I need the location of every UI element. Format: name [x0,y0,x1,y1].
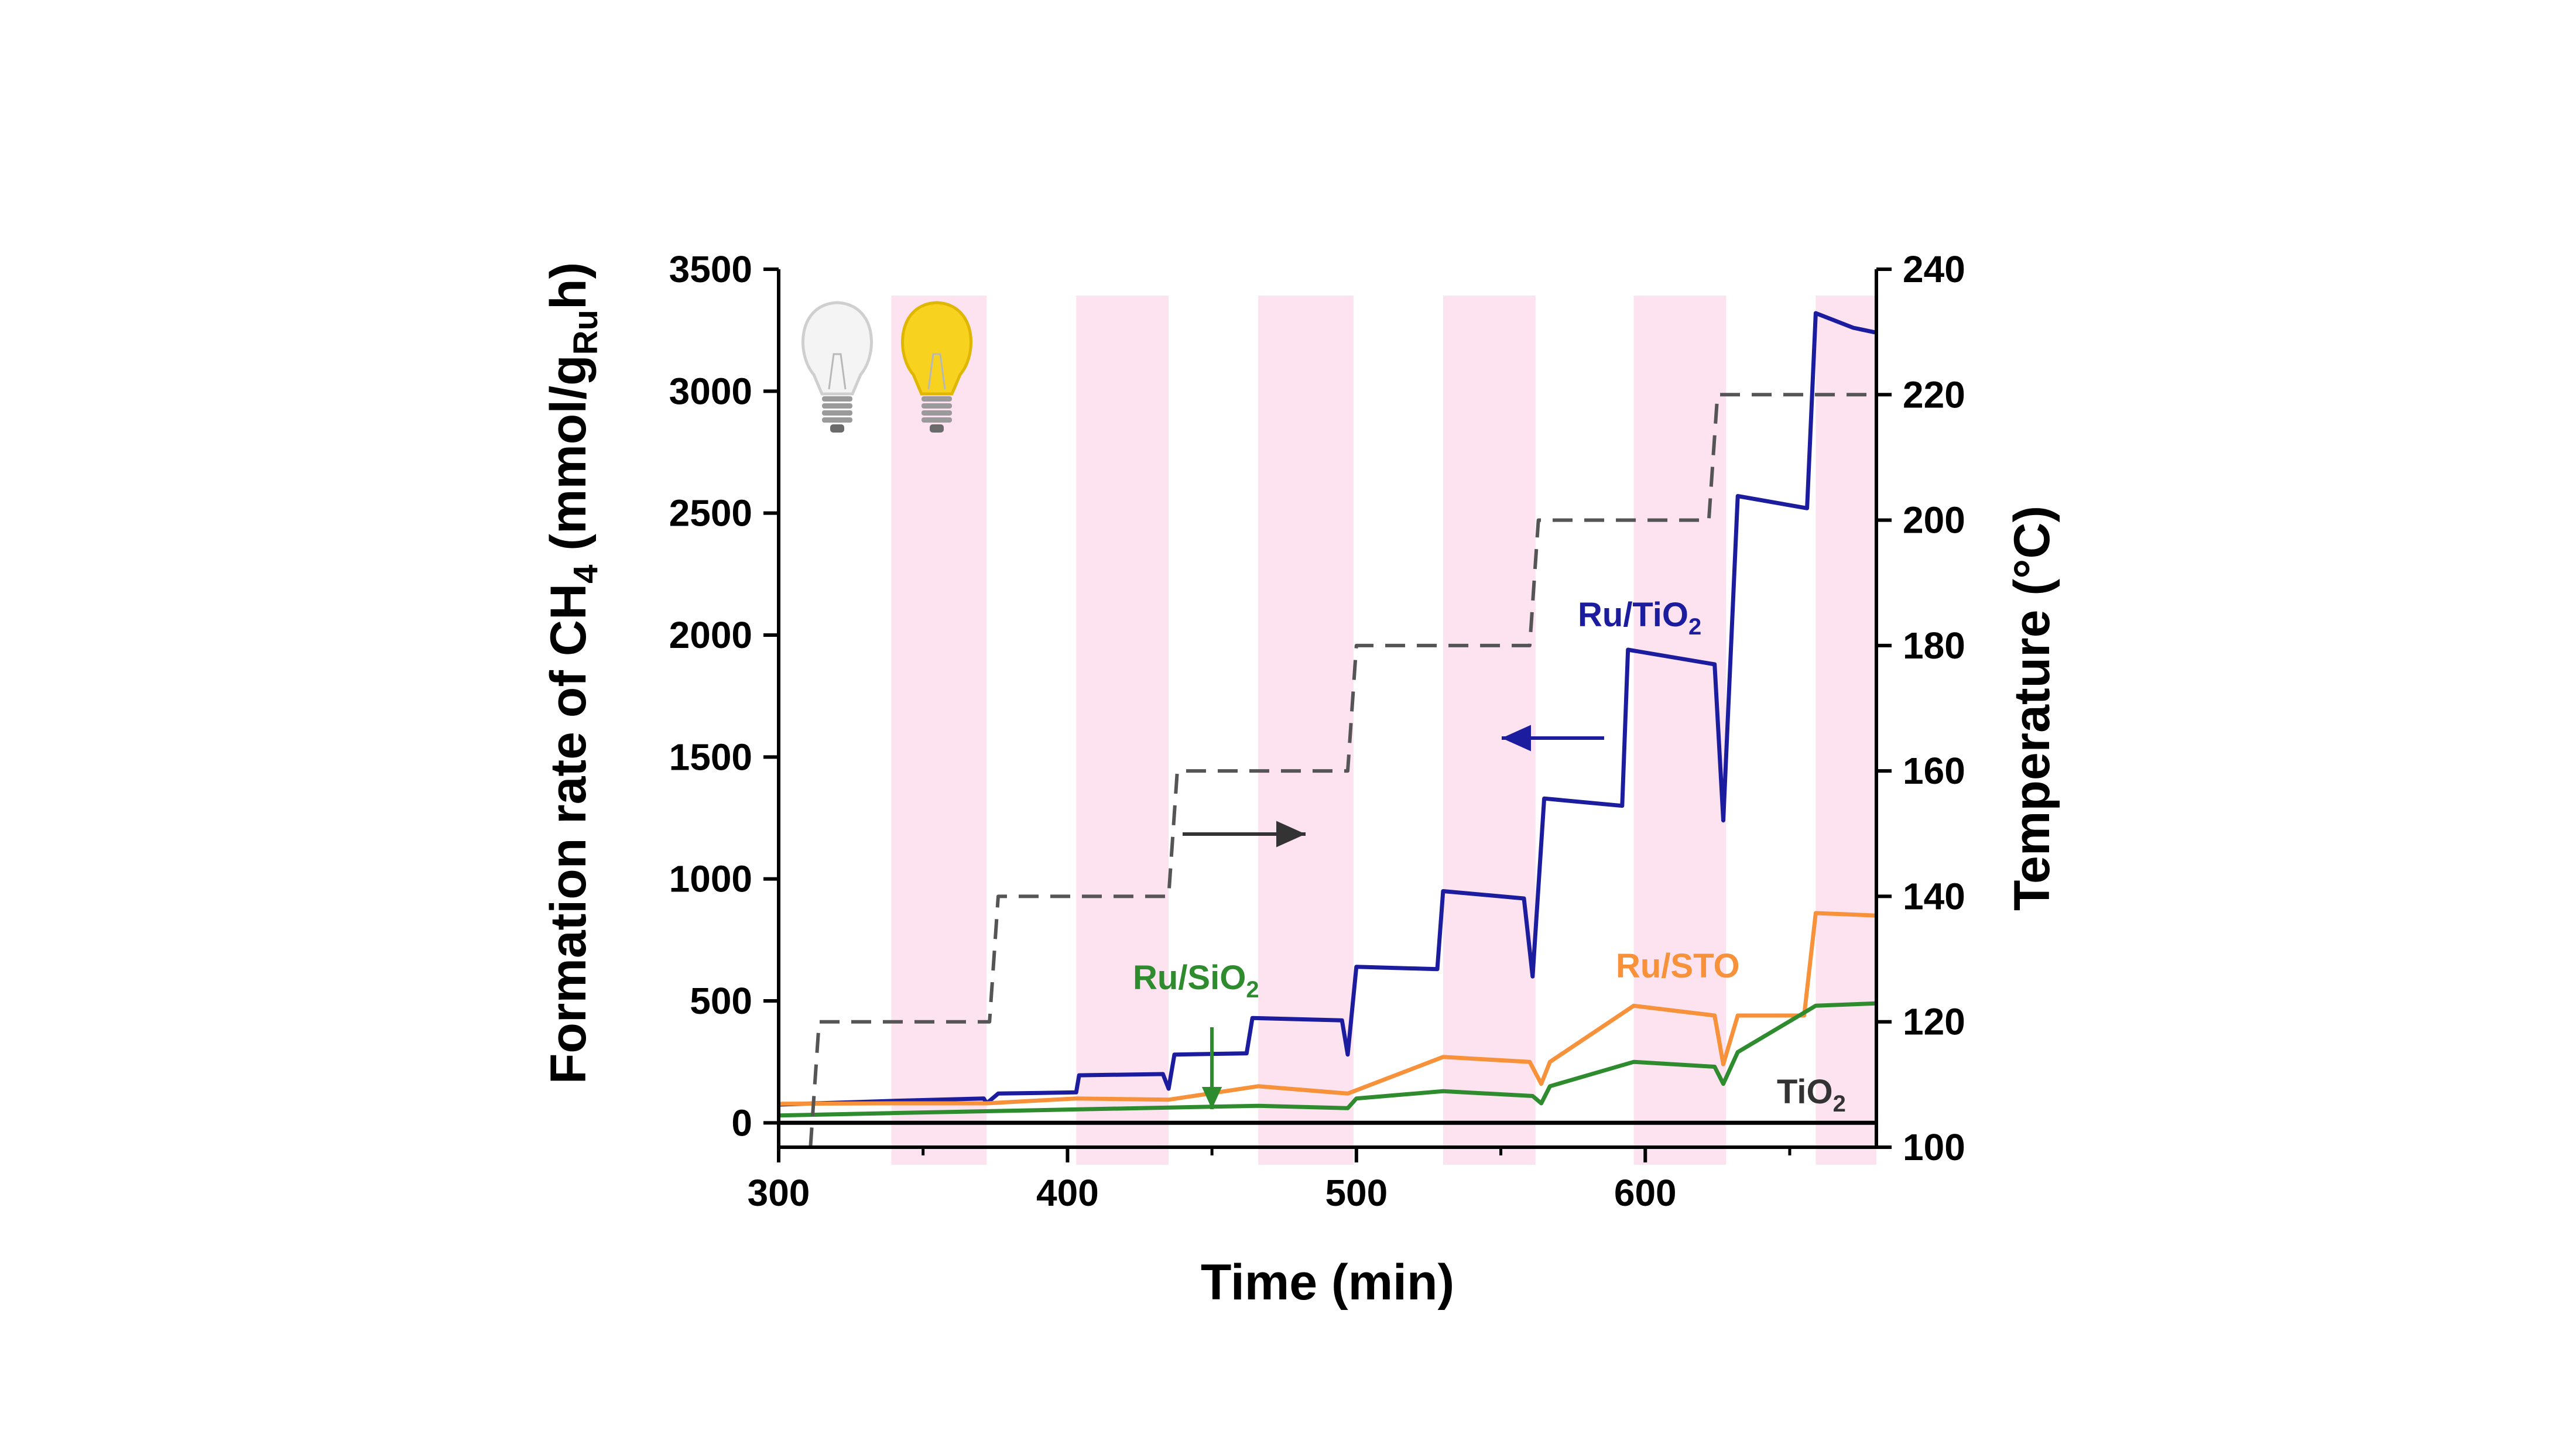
light-off-bulb-icon-filament [828,353,847,390]
y-axis-title: Formation rate of CH4 (mmol/gRuh) [540,262,605,1084]
y2-tick-label: 220 [1903,373,1965,416]
y-tick-label: 2500 [669,492,752,534]
y-tick-label: 0 [731,1102,752,1144]
light-on-bulb-icon-base-ring [922,403,952,409]
y-tick-label: 1500 [669,736,752,778]
light-on-band [891,296,987,1165]
x-tick-label: 600 [1614,1172,1677,1214]
y-axis-title-part: Formation rate of CH [540,584,597,1084]
x-tick-label: 400 [1036,1172,1099,1214]
light-on-bulb-icon-tip [930,424,944,433]
light-on-bulb-icon-base-ring [922,417,952,423]
light-on-band [1076,296,1169,1165]
light-on-band [1815,296,1876,1165]
series-label-tio2: TiO2 [1777,1073,1846,1117]
y-axis-title-part: h) [540,262,597,310]
y2-tick-label: 100 [1903,1126,1965,1168]
light-on-bulb-icon-base-ring [922,396,952,402]
series-label-ru-sto: Ru/STO [1616,947,1740,985]
light-off-bulb-icon-base-ring [822,403,852,409]
light-off-bulb-icon [801,301,873,433]
y-axis-title-part: 4 [567,565,605,584]
y2-tick-label: 200 [1903,499,1965,541]
y2-axis-title: Temperature (°C) [2004,506,2060,911]
y-axis-title-part: Ru [567,310,605,355]
y2-tick-label: 120 [1903,1001,1965,1043]
light-on-band [1258,296,1354,1165]
light-off-bulb-icon-base-ring [822,410,852,416]
series-lines [778,311,1877,1149]
light-icons [801,301,972,433]
light-on-band [1633,296,1727,1165]
light-on-bands [891,296,1876,1165]
x-tick-label: 300 [748,1172,810,1214]
series-label-text: Ru/SiO [1133,959,1246,997]
series-line-ru-sto [778,911,1877,1106]
y-tick-label: 3500 [669,248,752,290]
axis-pointer-left-arrow-head [1502,725,1531,752]
axis-pointer-right-arrow [1183,821,1306,848]
series-label-subscript: 2 [1688,614,1701,640]
y-tick-label: 500 [690,980,752,1022]
series-label-subscript: 2 [1833,1091,1846,1117]
light-off-bulb-icon-glass [801,301,873,396]
y-tick-label: 1000 [669,858,752,900]
series-label-text: Ru/TiO [1578,596,1688,634]
y-tick-label: 3000 [669,370,752,412]
y2-tick-label: 140 [1903,875,1965,917]
light-off-bulb-icon-base-ring [822,417,852,423]
light-on-bulb-icon-filament [927,353,946,390]
series-label-text: TiO [1777,1073,1833,1111]
axis-pointer-left-arrow [1502,725,1604,752]
x-axis-title: Time (min) [1201,1254,1454,1311]
axis-pointer-right-arrow-head [1276,821,1306,848]
x-tick-label: 500 [1325,1172,1388,1214]
y-axis-title-part: (mmol/g [540,355,597,564]
y2-tick-label: 160 [1903,750,1965,792]
annotation-arrows [1183,725,1604,1109]
light-off-bulb-icon-tip [830,424,844,433]
light-off-bulb-icon-base-ring [822,396,852,402]
light-on-bulb-icon-glass [901,301,972,396]
y-tick-label: 2000 [669,614,752,656]
series-line-temperature [779,393,1876,1149]
y2-tick-label: 180 [1903,625,1965,667]
series-label-subscript: 2 [1246,977,1259,1003]
series-label-ru-tio2: Ru/TiO2 [1578,596,1701,640]
ru-sio2-pointer-arrow [1201,1027,1222,1109]
series-label-text: Ru/STO [1616,947,1740,985]
series-line-ru-sio2 [778,1001,1877,1118]
ru-sio2-pointer-arrow-head [1201,1087,1222,1109]
light-on-bulb-icon [901,301,972,433]
axes: 300 400 500 600 0 500 1000 1500 2000 2500 3000 3500… [540,248,2060,1311]
series-label-ru-sio2: Ru/SiO2 [1133,959,1259,1003]
y2-tick-label: 240 [1903,248,1965,290]
series-line-ru-tio2 [778,311,1877,1107]
light-on-bulb-icon-base-ring [922,410,952,416]
